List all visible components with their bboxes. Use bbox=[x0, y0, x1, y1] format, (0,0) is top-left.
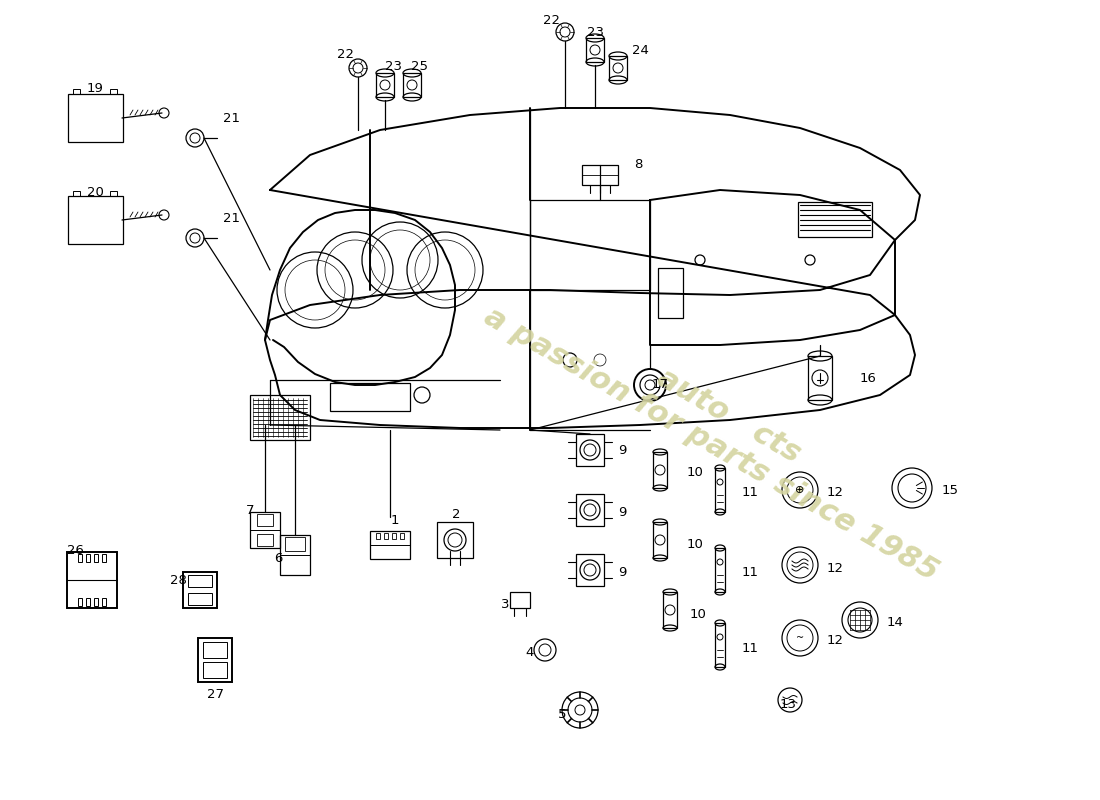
Text: ~: ~ bbox=[796, 633, 804, 643]
Text: 28: 28 bbox=[169, 574, 186, 586]
Bar bbox=[86, 554, 90, 562]
Text: 21: 21 bbox=[223, 111, 241, 125]
Text: 2: 2 bbox=[452, 509, 460, 522]
Bar bbox=[384, 533, 388, 539]
Bar bbox=[576, 434, 604, 466]
Text: 5: 5 bbox=[558, 709, 566, 722]
Text: 11: 11 bbox=[741, 486, 759, 498]
Text: 19: 19 bbox=[87, 82, 103, 94]
Text: ⊕: ⊕ bbox=[795, 485, 805, 495]
Bar bbox=[183, 572, 217, 608]
Bar bbox=[110, 191, 117, 196]
Text: 22: 22 bbox=[543, 14, 561, 26]
Bar bbox=[94, 554, 98, 562]
Text: 14: 14 bbox=[887, 615, 903, 629]
Bar bbox=[204, 642, 227, 658]
Bar bbox=[67, 552, 117, 608]
Bar bbox=[403, 73, 421, 97]
Text: 16: 16 bbox=[859, 371, 877, 385]
Bar bbox=[576, 494, 604, 526]
Text: 11: 11 bbox=[741, 642, 759, 654]
Text: 23: 23 bbox=[385, 61, 402, 74]
Bar bbox=[188, 575, 212, 587]
Bar bbox=[86, 598, 90, 606]
Bar bbox=[392, 533, 396, 539]
Text: 7: 7 bbox=[245, 503, 254, 517]
Bar bbox=[653, 452, 667, 488]
Text: 9: 9 bbox=[618, 443, 626, 457]
Bar bbox=[73, 191, 80, 196]
Bar bbox=[400, 533, 404, 539]
Text: 10: 10 bbox=[686, 538, 703, 550]
Bar bbox=[285, 537, 305, 551]
Text: 12: 12 bbox=[826, 634, 844, 646]
Text: 15: 15 bbox=[942, 483, 958, 497]
Bar bbox=[798, 202, 872, 237]
Bar bbox=[94, 598, 98, 606]
Bar bbox=[68, 94, 123, 142]
Bar bbox=[576, 554, 604, 586]
Text: 11: 11 bbox=[741, 566, 759, 578]
Text: 25: 25 bbox=[411, 61, 429, 74]
Bar bbox=[110, 89, 117, 94]
Bar bbox=[715, 468, 725, 512]
Text: 8: 8 bbox=[634, 158, 642, 171]
Text: 9: 9 bbox=[618, 506, 626, 518]
Text: 20: 20 bbox=[87, 186, 103, 198]
Text: 12: 12 bbox=[826, 562, 844, 574]
Text: 26: 26 bbox=[67, 543, 84, 557]
Bar bbox=[188, 593, 212, 605]
Bar bbox=[715, 548, 725, 592]
Bar bbox=[586, 38, 604, 62]
Text: 12: 12 bbox=[826, 486, 844, 498]
Bar bbox=[370, 531, 410, 559]
Bar bbox=[102, 554, 106, 562]
Bar bbox=[330, 383, 410, 411]
Bar bbox=[437, 522, 473, 558]
Text: 22: 22 bbox=[337, 49, 353, 62]
Text: 10: 10 bbox=[686, 466, 703, 478]
Bar bbox=[376, 533, 380, 539]
Bar bbox=[510, 592, 530, 608]
Bar bbox=[204, 662, 227, 678]
Text: 10: 10 bbox=[690, 607, 706, 621]
Bar bbox=[78, 598, 82, 606]
Bar bbox=[582, 165, 618, 185]
Text: 21: 21 bbox=[223, 211, 241, 225]
Bar bbox=[250, 512, 280, 548]
Text: auto   cts
a passion for parts since 1985: auto cts a passion for parts since 1985 bbox=[480, 273, 960, 587]
Bar bbox=[808, 356, 832, 400]
Text: 24: 24 bbox=[631, 43, 648, 57]
Bar bbox=[376, 73, 394, 97]
Text: 9: 9 bbox=[618, 566, 626, 578]
Bar bbox=[280, 535, 310, 575]
Text: 1: 1 bbox=[390, 514, 399, 526]
Bar bbox=[198, 638, 232, 682]
Bar bbox=[102, 598, 106, 606]
Text: 13: 13 bbox=[780, 698, 796, 711]
Text: 17: 17 bbox=[651, 378, 669, 391]
Text: 4: 4 bbox=[526, 646, 535, 658]
Text: 3: 3 bbox=[500, 598, 509, 611]
Text: 6: 6 bbox=[274, 551, 283, 565]
Bar bbox=[658, 268, 683, 318]
Bar bbox=[250, 395, 310, 440]
Bar bbox=[78, 554, 82, 562]
Bar bbox=[73, 89, 80, 94]
Text: 23: 23 bbox=[586, 26, 604, 38]
Bar bbox=[663, 592, 676, 628]
Bar bbox=[609, 56, 627, 80]
Bar bbox=[257, 514, 273, 526]
Bar bbox=[715, 623, 725, 667]
Bar bbox=[257, 534, 273, 546]
Bar bbox=[68, 196, 123, 244]
Text: 27: 27 bbox=[207, 689, 223, 702]
Bar bbox=[653, 522, 667, 558]
